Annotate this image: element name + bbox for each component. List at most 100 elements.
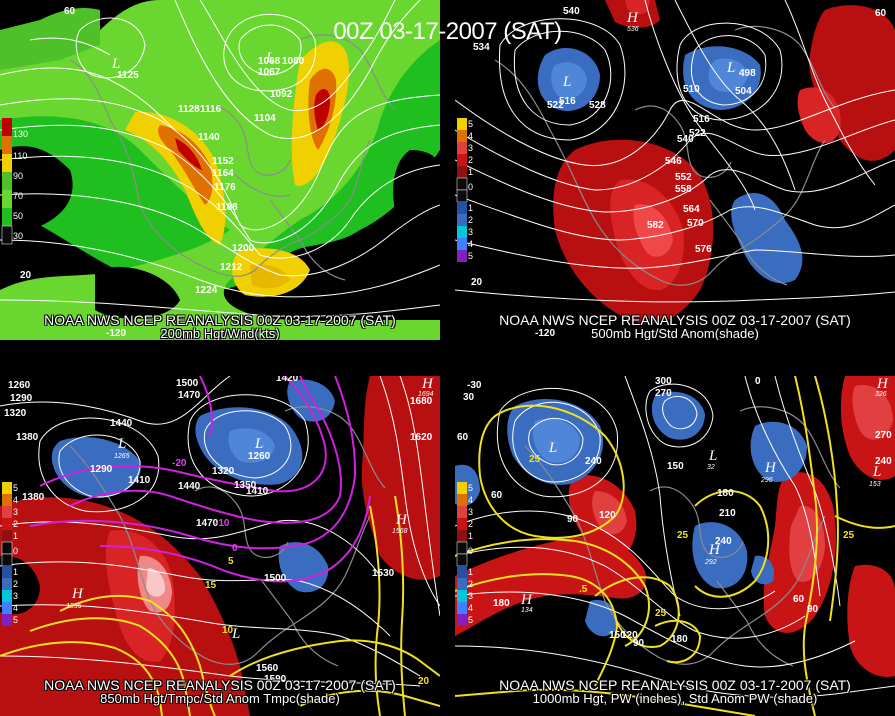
temperature-labels: -20 -10 0 5 10 15 20 bbox=[172, 458, 430, 687]
contour-label: 498 bbox=[739, 68, 756, 79]
contour-label: 240 bbox=[715, 536, 732, 547]
contour-label: 1500 bbox=[264, 573, 287, 584]
contour-label: 210 bbox=[719, 508, 736, 519]
contour-label: 1116 bbox=[200, 104, 222, 115]
temp-label: -20 bbox=[172, 458, 187, 469]
contour-label: 552 bbox=[675, 172, 692, 183]
low-center-marker: L bbox=[117, 436, 126, 452]
contour-label: 0 bbox=[755, 376, 761, 387]
colorbar-label: 0 bbox=[13, 546, 18, 556]
colorbar-label: 5 bbox=[468, 251, 473, 261]
contour-label: 1380 bbox=[16, 432, 39, 443]
temp-label: -10 bbox=[215, 518, 230, 529]
center-value: 292 bbox=[704, 559, 717, 566]
contour-label: 570 bbox=[687, 218, 704, 229]
colorbar-label: 30 bbox=[13, 231, 23, 241]
contour-label: 180 bbox=[671, 634, 688, 645]
contour-labels: 1260 1290 1320 1380 1440 1500 1470 1420 … bbox=[4, 376, 433, 685]
contour-label: 1410 bbox=[246, 486, 269, 497]
center-value: 32 bbox=[707, 464, 715, 471]
high-center-marker: H bbox=[764, 460, 777, 476]
contour-label: 270 bbox=[655, 388, 672, 399]
high-center-marker: H bbox=[421, 376, 434, 392]
center-value: 1568 bbox=[392, 528, 408, 535]
contour-label: 1500 bbox=[176, 378, 199, 389]
coastlines bbox=[494, 25, 836, 286]
colorbar-label: 5 bbox=[13, 615, 18, 625]
center-value: 153 bbox=[869, 481, 881, 488]
high-center-marker: H bbox=[626, 10, 639, 26]
colorbar-label: 1 bbox=[13, 567, 18, 577]
contour-label: 1152 bbox=[212, 156, 234, 167]
contour-label: 1380 bbox=[22, 492, 45, 503]
coastlines bbox=[69, 34, 396, 281]
pw-label: 25 bbox=[655, 608, 667, 619]
high-center-marker: H bbox=[876, 376, 889, 392]
colorbar: 5 4 3 2 1 0 1 2 3 4 5 bbox=[456, 118, 473, 262]
temp-label: 20 bbox=[418, 676, 430, 687]
low-center-marker: L bbox=[708, 448, 717, 464]
contour-label: 1440 bbox=[178, 481, 201, 492]
panel-caption: NOAA NWS NCEP REANALYSIS 00Z 03-17-2007 … bbox=[499, 677, 851, 693]
lat-label: 20 bbox=[20, 270, 32, 281]
contour-label: 1164 bbox=[212, 168, 234, 179]
colorbar-label: 1 bbox=[468, 567, 473, 577]
colorbar-label: 50 bbox=[13, 211, 23, 221]
contour-label: 60 bbox=[793, 594, 805, 605]
contour-label: 120 bbox=[621, 630, 638, 641]
low-center-marker: L bbox=[548, 440, 557, 456]
colorbar-label: 0 bbox=[468, 546, 473, 556]
contour-label: 576 bbox=[695, 244, 712, 255]
contour-label: 1590 bbox=[264, 674, 287, 685]
panel-200mb-wind: 1125 1068 1080 1067 1092 1128 1116 1104 … bbox=[0, 0, 440, 340]
colorbar-label: 3 bbox=[13, 507, 18, 517]
colorbar-label: 1 bbox=[13, 531, 18, 541]
colorbar-label: 2 bbox=[468, 579, 473, 589]
contour-label: 1320 bbox=[212, 466, 235, 477]
temperature-contours-warm bbox=[0, 495, 440, 716]
temp-label: 15 bbox=[205, 580, 217, 591]
panel-caption: NOAA NWS NCEP REANALYSIS 00Z 03-17-2007 … bbox=[44, 677, 396, 693]
colorbar-label: 1 bbox=[468, 531, 473, 541]
contour-label: 516 bbox=[559, 96, 576, 107]
contour-label: 1680 bbox=[410, 396, 433, 407]
pw-contours bbox=[455, 376, 895, 716]
low-center-marker: L bbox=[254, 436, 263, 452]
contour-label: 240 bbox=[875, 456, 892, 467]
low-center-marker: L bbox=[726, 60, 735, 76]
contour-label: 1470 bbox=[178, 390, 201, 401]
contour-label: 1224 bbox=[195, 285, 218, 296]
contour-label: 1104 bbox=[254, 113, 276, 124]
panel-subcaption: 1000mb Hgt, PW (inches), Std Anom PW (sh… bbox=[532, 691, 818, 706]
low-center-marker: L bbox=[231, 626, 240, 642]
contour-label: 270 bbox=[875, 430, 892, 441]
low-center-marker: L bbox=[265, 50, 274, 66]
colorbar-label: 3 bbox=[468, 591, 473, 601]
contour-label: 30 bbox=[463, 392, 475, 403]
colorbar: 5 4 3 2 1 0 1 2 3 4 5 bbox=[1, 482, 18, 626]
contour-label: 1290 bbox=[90, 464, 113, 475]
temp-label: 10 bbox=[222, 625, 234, 636]
high-center-marker: H bbox=[708, 542, 721, 558]
colorbar-label: 0 bbox=[468, 182, 473, 192]
colorbar-label: 4 bbox=[468, 495, 473, 505]
pw-label: 25 bbox=[843, 530, 855, 541]
contour-label: 1068 bbox=[258, 56, 281, 67]
contour-label: 528 bbox=[589, 100, 606, 111]
contour-label: 1530 bbox=[372, 568, 395, 579]
contour-label: 510 bbox=[683, 84, 700, 95]
panel-subcaption: 850mb Hgt/Tmpc/Std Anom Tmpc(shade) bbox=[100, 691, 340, 706]
lat-label: 60 bbox=[64, 6, 76, 17]
lat-label: 60 bbox=[875, 8, 887, 19]
contour-label: 90 bbox=[807, 604, 819, 615]
panel-caption: NOAA NWS NCEP REANALYSIS 00Z 03-17-2007 … bbox=[44, 312, 396, 328]
panel-850mb-temperature: 1260 1290 1320 1380 1440 1500 1470 1420 … bbox=[0, 376, 440, 716]
contour-label: 300 bbox=[655, 376, 672, 387]
contour-label: 180 bbox=[493, 598, 510, 609]
contour-label: 534 bbox=[473, 42, 490, 53]
contour-label: 540 bbox=[677, 134, 694, 145]
contour-label: 1176 bbox=[214, 182, 236, 193]
contour-label: 1560 bbox=[256, 663, 279, 674]
colorbar-label: 5 bbox=[13, 483, 18, 493]
temp-label: 0 bbox=[232, 543, 238, 554]
